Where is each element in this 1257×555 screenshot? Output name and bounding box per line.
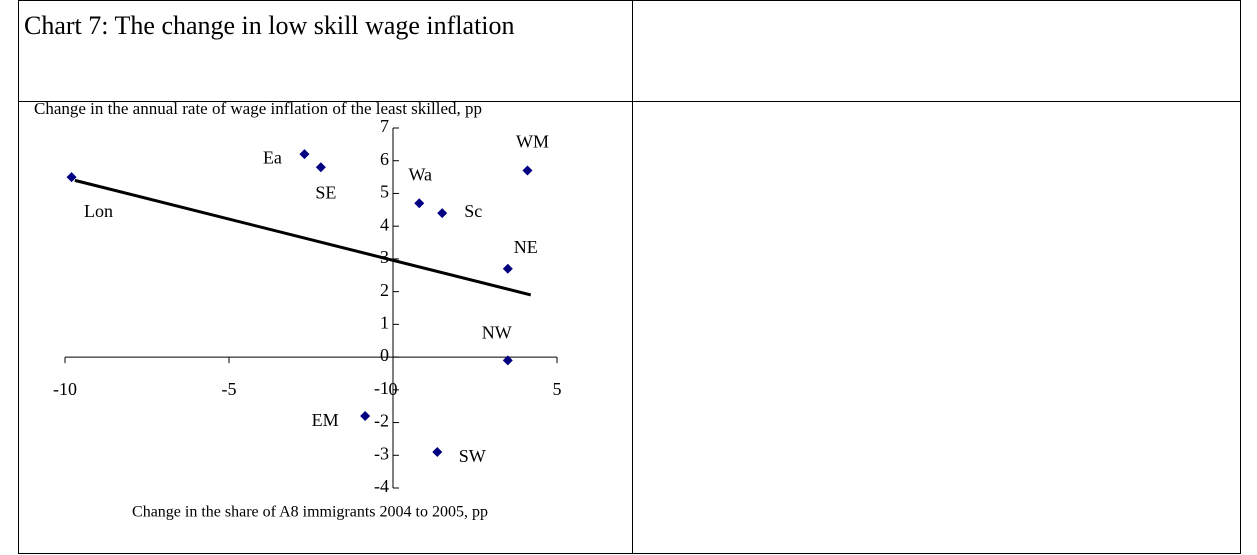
trend-line bbox=[74, 178, 532, 297]
y-tick-label: -2 bbox=[374, 411, 389, 431]
y-tick-label: -3 bbox=[374, 443, 389, 463]
point bbox=[502, 355, 513, 366]
x-tick-label: 5 bbox=[553, 379, 562, 399]
y-tick-label: 4 bbox=[380, 214, 389, 234]
y-tick-label: -1 bbox=[374, 378, 389, 398]
point bbox=[414, 198, 425, 209]
point bbox=[315, 162, 326, 173]
point bbox=[66, 172, 77, 183]
point bbox=[360, 411, 371, 421]
y-tick-label: 6 bbox=[380, 149, 389, 169]
x-tick-label: -5 bbox=[222, 379, 237, 399]
point-label: Lon bbox=[84, 201, 113, 221]
y-tick-label: 5 bbox=[380, 182, 389, 202]
point bbox=[299, 149, 310, 160]
y-tick-label: -4 bbox=[374, 476, 389, 496]
point-label: EM bbox=[312, 410, 339, 430]
y-tick-label: 0 bbox=[380, 345, 389, 365]
point-label: SW bbox=[459, 446, 486, 466]
table-border bbox=[18, 0, 1241, 554]
point-label: NE bbox=[514, 237, 538, 257]
x-tick-label: 0 bbox=[389, 379, 398, 399]
point-label: Sc bbox=[464, 201, 482, 221]
y-tick-label: 7 bbox=[380, 116, 389, 136]
point bbox=[432, 447, 443, 457]
x-tick-label: -10 bbox=[53, 379, 77, 399]
point-label: Wa bbox=[408, 164, 432, 184]
point-label: SE bbox=[315, 182, 336, 202]
point bbox=[437, 208, 448, 219]
x-axis-title: Change in the share of A8 immigrants 200… bbox=[132, 504, 488, 521]
y-tick-label: 2 bbox=[380, 280, 389, 300]
y-axis-title: Change in the annual rate of wage inflat… bbox=[34, 99, 483, 118]
point bbox=[502, 263, 513, 274]
y-tick-label: 1 bbox=[380, 312, 389, 332]
point-label: WM bbox=[516, 132, 549, 152]
chart-title: Chart 7: The change in low skill wage in… bbox=[24, 11, 515, 40]
point-label: Ea bbox=[263, 147, 282, 167]
point bbox=[522, 165, 533, 176]
point-label: NW bbox=[482, 322, 512, 342]
